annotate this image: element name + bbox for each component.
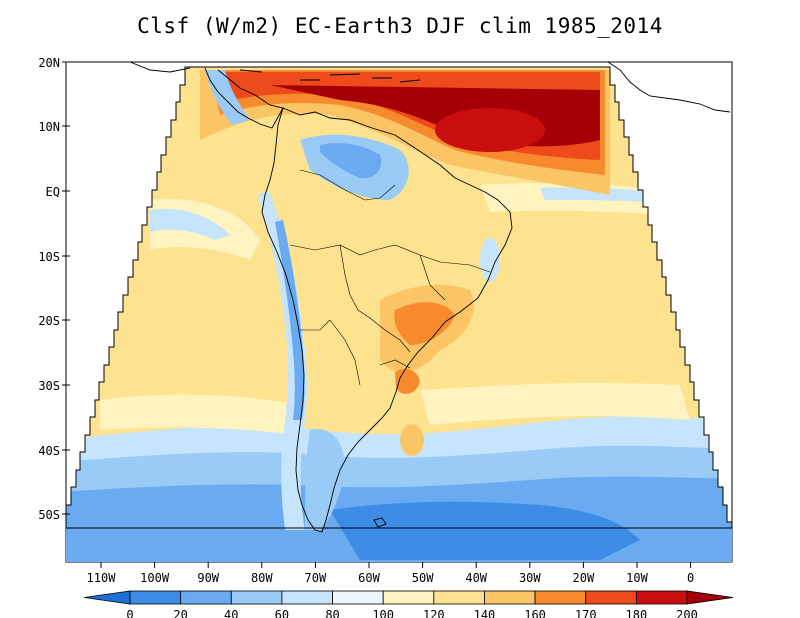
coastline-central-america <box>204 67 284 129</box>
lat-label: 20S <box>38 314 60 328</box>
field-zone-pale-west <box>100 394 300 435</box>
field-zone-brazil-coast <box>480 238 500 282</box>
colorbar-swatch <box>332 590 384 605</box>
colorbar-label: 0 <box>126 608 133 618</box>
colorbar-label: 60 <box>275 608 289 618</box>
colorbar-swatch <box>433 590 485 605</box>
lon-label: 80W <box>251 571 273 585</box>
lat-label: 40S <box>38 444 60 458</box>
lat-label: EQ <box>46 185 60 199</box>
shaded-field <box>66 67 732 562</box>
field-zone-uruguay-160 <box>395 368 420 394</box>
colorbar-label: 40 <box>224 608 238 618</box>
colorbar-label: 160 <box>524 608 546 618</box>
field-zone-andes-colder <box>275 220 305 420</box>
lat-label: 30S <box>38 379 60 393</box>
coastline-caribbean <box>239 69 421 83</box>
field-zone-andes-cool <box>258 190 308 530</box>
longitude-labels: 110W 100W 90W 80W 70W 60W 50W 40W 30W 20W 10W 0 <box>87 562 694 585</box>
field-zone-atlantic-coast <box>400 424 424 456</box>
colorbar-swatch <box>534 590 587 605</box>
field-zone-central-america-cool <box>205 70 250 125</box>
field-zone-light-blue-west <box>150 208 230 240</box>
field-zone-south-20 <box>330 501 640 560</box>
coastline-south-america <box>261 107 513 533</box>
colorbar-swatch <box>484 590 536 605</box>
country-borders <box>289 169 491 386</box>
colorbar-label: 80 <box>325 608 339 618</box>
field-zone-light-blue-east <box>540 187 650 202</box>
lon-label: 70W <box>305 571 327 585</box>
colorbar-swatch <box>281 590 333 605</box>
lat-label: 50S <box>38 508 60 522</box>
colorbar-under-arrow <box>83 590 131 605</box>
field-zone-pale-east <box>420 382 690 425</box>
colorbar-swatch <box>180 590 232 605</box>
colorbar-swatch <box>230 590 283 605</box>
coastline-africa <box>607 62 731 113</box>
lon-label: 40W <box>465 571 487 585</box>
colorbar-swatch <box>585 590 637 605</box>
lon-label: 30W <box>519 571 541 585</box>
lon-label: 60W <box>358 571 380 585</box>
colorbar-swatch <box>129 590 182 605</box>
colorbar-label: 200 <box>676 608 698 618</box>
colorbar: 0 20 40 60 80 100 120 140 160 170 180 200 <box>83 590 734 618</box>
field-zone-north-max <box>435 108 545 152</box>
colorbar-label: 140 <box>474 608 496 618</box>
lat-label: 10N <box>38 120 60 134</box>
latitude-labels: 20N 10N EQ 10S 20S 30S 40S 50S <box>38 56 70 522</box>
colorbar-label: 170 <box>575 608 597 618</box>
coastline-falklands <box>373 517 387 528</box>
coastlines <box>129 62 731 533</box>
lon-label: 50W <box>412 571 434 585</box>
lon-label: 100W <box>140 571 170 585</box>
coastline-north-america <box>129 62 191 73</box>
border-network <box>289 169 491 386</box>
lon-label: 20W <box>573 571 595 585</box>
field-zone-interior-160 <box>394 302 455 345</box>
lon-label: 10W <box>626 571 648 585</box>
colorbar-label: 120 <box>423 608 445 618</box>
field-zone-amazon-colder <box>320 143 382 179</box>
colorbar-label: 180 <box>626 608 648 618</box>
lon-label: 0 <box>687 571 694 585</box>
colorbar-swatch <box>635 590 688 605</box>
lon-label: 90W <box>197 571 219 585</box>
colorbar-swatch <box>382 590 435 605</box>
model-domain-outline <box>66 66 732 529</box>
colorbar-label: 20 <box>173 608 187 618</box>
map-title: Clsf (W/m2) EC-Earth3 DJF clim 1985_2014 <box>137 14 663 38</box>
lat-label: 20N <box>38 56 60 70</box>
lon-label: 110W <box>87 571 117 585</box>
colorbar-label: 100 <box>372 608 394 618</box>
lat-label: 10S <box>38 250 60 264</box>
colorbar-over-arrow <box>686 590 734 605</box>
field-zone-patagonia-cool <box>305 429 345 530</box>
